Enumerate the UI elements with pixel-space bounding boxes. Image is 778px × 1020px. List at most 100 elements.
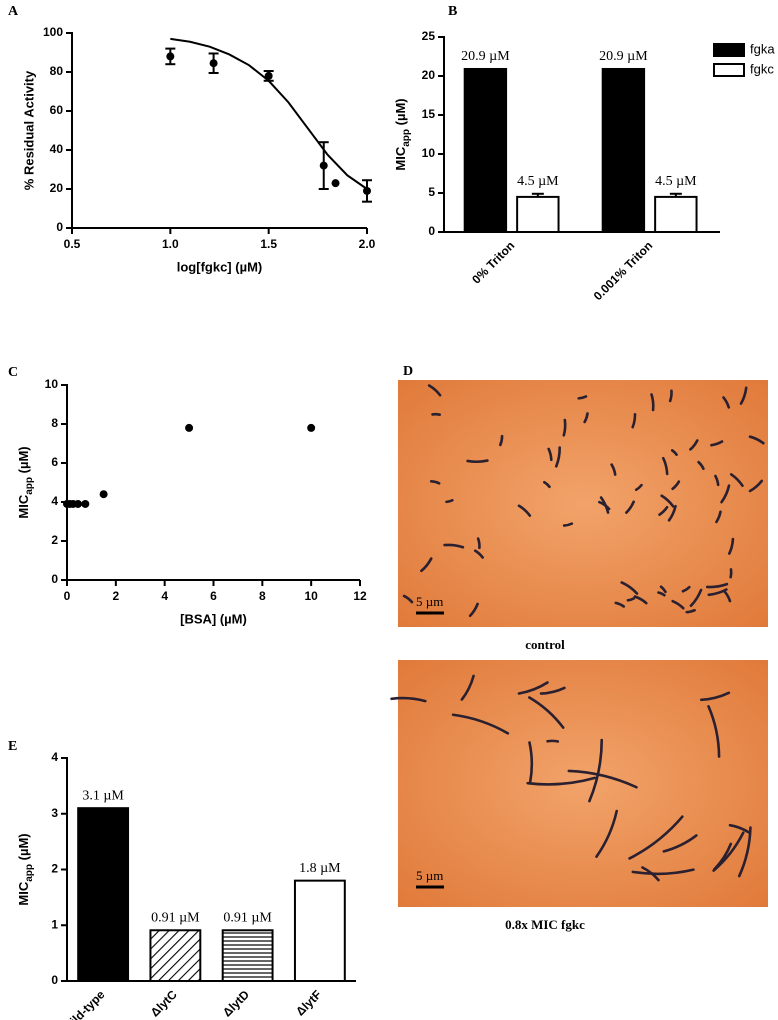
y-axis-label-unit: (µM) xyxy=(393,98,408,129)
y-tick-label: 0 xyxy=(56,220,63,234)
x-tick-label: 8 xyxy=(259,589,266,603)
micrograph xyxy=(398,380,768,627)
bacterium xyxy=(402,594,414,604)
y-tick-label: 25 xyxy=(422,29,436,43)
bar xyxy=(77,807,130,982)
x-tick-label: 6 xyxy=(210,589,217,603)
y-axis-label-sub: app xyxy=(401,129,412,147)
y-tick-label: 10 xyxy=(422,146,436,160)
bar xyxy=(654,195,698,233)
error-bar xyxy=(669,192,682,197)
bacterium xyxy=(610,463,617,476)
bacterium xyxy=(689,588,703,608)
y-tick-label: 4 xyxy=(51,494,58,508)
bacterium xyxy=(737,826,752,878)
bacterium xyxy=(546,739,560,743)
x-tick-label: 1.0 xyxy=(162,237,179,251)
bacterium xyxy=(729,473,744,488)
bacterium xyxy=(641,866,660,882)
micrograph-caption: 0.8x MIC fgkc xyxy=(505,917,585,932)
point xyxy=(319,161,328,170)
bacterium xyxy=(625,500,635,514)
y-tick-label: 0 xyxy=(428,224,435,238)
legend-swatch xyxy=(713,63,745,77)
bacterium xyxy=(562,522,574,527)
panel-label: B xyxy=(448,4,457,19)
bacterium xyxy=(705,582,729,589)
x-tick-label: 0.5 xyxy=(64,237,81,251)
x-tick-label: 12 xyxy=(353,589,367,603)
y-tick-label: 60 xyxy=(50,103,64,117)
y-tick-label: 80 xyxy=(50,64,64,78)
scale-bar-label: 5 µm xyxy=(416,868,443,883)
bacterium xyxy=(667,504,677,522)
bacterium xyxy=(528,696,565,729)
x-tick-label: 0 xyxy=(64,589,71,603)
bacterium xyxy=(517,681,549,695)
y-axis-label: MICapp (µM) xyxy=(16,446,34,518)
y-tick-label: 20 xyxy=(422,68,436,82)
y-axis-label-main: MIC xyxy=(16,494,31,518)
point xyxy=(99,490,108,499)
value-label: 0.91 µM xyxy=(151,910,200,925)
bacterium xyxy=(628,815,684,860)
bacterium xyxy=(633,595,648,605)
bacterium xyxy=(715,510,722,524)
y-tick-label: 40 xyxy=(50,142,64,156)
y-axis-label: MICapp (µM) xyxy=(393,98,411,170)
x-tick-label: ΔlytC xyxy=(148,987,180,1019)
x-tick-label: wild-type xyxy=(60,987,108,1020)
panel-label: A xyxy=(8,4,19,19)
bacterium xyxy=(595,809,619,858)
x-tick-label: 10 xyxy=(304,589,318,603)
x-tick-label: ΔlytD xyxy=(220,987,252,1019)
y-tick-label: 6 xyxy=(51,455,58,469)
bar xyxy=(516,195,560,233)
bar xyxy=(221,929,274,983)
point xyxy=(363,186,371,195)
bar xyxy=(601,67,646,234)
bacterium xyxy=(539,686,566,695)
bacterium xyxy=(390,696,427,703)
y-tick-label: 2 xyxy=(51,862,58,876)
fit-curve xyxy=(170,37,368,190)
bacterium xyxy=(528,741,534,784)
value-label: 0.91 µM xyxy=(223,910,272,925)
value-label: 1.8 µM xyxy=(299,861,341,876)
bacterium xyxy=(567,769,638,789)
bacterium xyxy=(562,418,567,437)
y-tick-label: 1 xyxy=(51,917,58,931)
legend-label: fgkc xyxy=(750,61,774,76)
bacterium xyxy=(588,738,604,803)
y-tick-label: 0 xyxy=(51,973,58,987)
value-label: 20.9 µM xyxy=(461,49,510,64)
bacterium xyxy=(722,396,731,409)
bacterium xyxy=(526,776,597,786)
bacterium xyxy=(707,588,728,597)
y-tick-label: 15 xyxy=(422,107,436,121)
x-tick-label: 0% Triton xyxy=(469,238,517,286)
y-tick-label: 8 xyxy=(51,416,58,430)
legend-swatch xyxy=(713,43,745,57)
bacterium xyxy=(517,504,532,517)
bacterium xyxy=(670,449,678,456)
bacterium xyxy=(427,384,442,397)
x-tick-label: 4 xyxy=(161,589,168,603)
point xyxy=(307,423,316,432)
point xyxy=(166,52,175,61)
point xyxy=(81,499,90,508)
y-axis-label-unit: (µM) xyxy=(16,446,31,477)
value-label: 20.9 µM xyxy=(599,49,648,64)
y-tick-label: 100 xyxy=(43,25,63,39)
bacterium xyxy=(685,608,696,614)
point xyxy=(209,59,218,68)
bacterium xyxy=(710,440,724,447)
y-axis-label-main: MIC xyxy=(393,146,408,170)
bacterium xyxy=(699,691,731,702)
bacterium xyxy=(660,494,675,508)
bar xyxy=(149,929,202,983)
bacterium xyxy=(650,393,655,412)
bacterium xyxy=(420,557,433,573)
bacterium xyxy=(476,537,481,550)
point xyxy=(331,179,340,188)
